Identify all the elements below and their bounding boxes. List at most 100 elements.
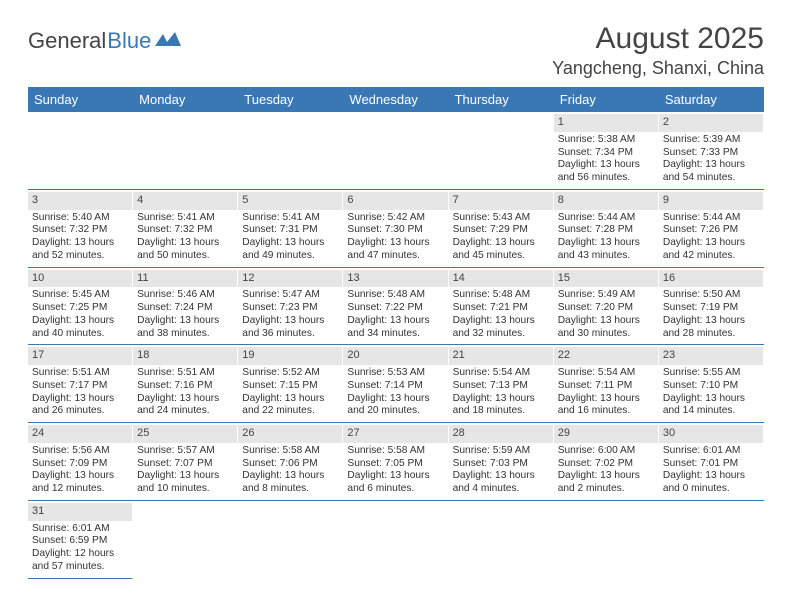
day-cell: 11Sunrise: 5:46 AMSunset: 7:24 PMDayligh… [133, 268, 238, 345]
day-body: Sunrise: 5:44 AMSunset: 7:28 PMDaylight:… [558, 212, 654, 263]
day-day1: Daylight: 13 hours [453, 315, 549, 328]
day-day1: Daylight: 13 hours [558, 237, 654, 250]
day-day2: and 32 minutes. [453, 328, 549, 341]
day-day2: and 30 minutes. [558, 328, 654, 341]
day-sunrise: Sunrise: 5:40 AM [32, 212, 128, 225]
day-day2: and 34 minutes. [347, 328, 443, 341]
day-body: Sunrise: 5:48 AMSunset: 7:22 PMDaylight:… [347, 289, 443, 340]
day-day1: Daylight: 13 hours [32, 393, 128, 406]
day-sunset: Sunset: 7:13 PM [453, 380, 549, 393]
day-sunset: Sunset: 7:26 PM [663, 224, 759, 237]
day-cell: 5Sunrise: 5:41 AMSunset: 7:31 PMDaylight… [238, 190, 343, 267]
day-cell: . [343, 501, 448, 579]
day-sunrise: Sunrise: 6:01 AM [32, 523, 128, 536]
day-cell: 6Sunrise: 5:42 AMSunset: 7:30 PMDaylight… [343, 190, 448, 267]
day-body: Sunrise: 5:59 AMSunset: 7:03 PMDaylight:… [453, 445, 549, 496]
day-number: 20 [343, 347, 447, 365]
day-day1: Daylight: 13 hours [347, 237, 443, 250]
day-day2: and 40 minutes. [32, 328, 128, 341]
day-sunset: Sunset: 7:22 PM [347, 302, 443, 315]
day-number: 4 [133, 192, 237, 210]
day-day1: Daylight: 13 hours [347, 470, 443, 483]
day-sunrise: Sunrise: 5:51 AM [137, 367, 233, 380]
day-body: Sunrise: 6:00 AMSunset: 7:02 PMDaylight:… [558, 445, 654, 496]
day-day2: and 54 minutes. [663, 172, 759, 185]
day-day1: Daylight: 13 hours [242, 393, 338, 406]
day-number: 30 [659, 425, 763, 443]
day-sunrise: Sunrise: 5:52 AM [242, 367, 338, 380]
day-cell: 15Sunrise: 5:49 AMSunset: 7:20 PMDayligh… [554, 268, 659, 345]
day-body: Sunrise: 5:45 AMSunset: 7:25 PMDaylight:… [32, 289, 128, 340]
day-sunrise: Sunrise: 5:47 AM [242, 289, 338, 302]
day-sunrise: Sunrise: 5:44 AM [558, 212, 654, 225]
day-sunset: Sunset: 7:02 PM [558, 458, 654, 471]
header: GeneralBlue August 2025 Yangcheng, Shanx… [28, 22, 764, 79]
day-number: 24 [28, 425, 132, 443]
day-body: Sunrise: 5:47 AMSunset: 7:23 PMDaylight:… [242, 289, 338, 340]
day-cell: 10Sunrise: 5:45 AMSunset: 7:25 PMDayligh… [28, 268, 133, 345]
day-cell: . [238, 112, 343, 189]
day-cell: 31Sunrise: 6:01 AMSunset: 6:59 PMDayligh… [28, 501, 133, 579]
day-cell: 20Sunrise: 5:53 AMSunset: 7:14 PMDayligh… [343, 345, 448, 422]
week-row: 31Sunrise: 6:01 AMSunset: 6:59 PMDayligh… [28, 501, 764, 579]
day-sunrise: Sunrise: 6:01 AM [663, 445, 759, 458]
logo: GeneralBlue [28, 28, 181, 54]
day-body: Sunrise: 5:57 AMSunset: 7:07 PMDaylight:… [137, 445, 233, 496]
day-sunrise: Sunrise: 5:59 AM [453, 445, 549, 458]
day-cell: 30Sunrise: 6:01 AMSunset: 7:01 PMDayligh… [659, 423, 764, 500]
day-sunrise: Sunrise: 5:46 AM [137, 289, 233, 302]
day-day1: Daylight: 13 hours [242, 315, 338, 328]
day-day2: and 26 minutes. [32, 405, 128, 418]
day-day1: Daylight: 13 hours [137, 315, 233, 328]
day-body: Sunrise: 5:46 AMSunset: 7:24 PMDaylight:… [137, 289, 233, 340]
day-day1: Daylight: 13 hours [453, 237, 549, 250]
day-body: Sunrise: 5:55 AMSunset: 7:10 PMDaylight:… [663, 367, 759, 418]
day-day1: Daylight: 12 hours [32, 548, 128, 561]
day-sunset: Sunset: 7:09 PM [32, 458, 128, 471]
day-day2: and 49 minutes. [242, 250, 338, 263]
day-number: 19 [238, 347, 342, 365]
day-day2: and 18 minutes. [453, 405, 549, 418]
day-sunset: Sunset: 7:17 PM [32, 380, 128, 393]
day-sunset: Sunset: 7:05 PM [347, 458, 443, 471]
day-sunset: Sunset: 7:32 PM [32, 224, 128, 237]
day-number: 2 [659, 114, 763, 132]
day-number: 5 [238, 192, 342, 210]
week-row: 24 Sunrise: 5:56 AMSunset: 7:09 PMDayligh… [28, 423, 764, 501]
week-row: 10Sunrise: 5:45 AMSunset: 7:25 PMDayligh… [28, 268, 764, 346]
day-day1: Daylight: 13 hours [137, 237, 233, 250]
day-sunrise: Sunrise: 5:58 AM [347, 445, 443, 458]
day-day2: and 12 minutes. [32, 483, 128, 496]
day-day2: and 38 minutes. [137, 328, 233, 341]
day-header-cell: Sunday [28, 87, 133, 112]
day-body: Sunrise: 5:52 AMSunset: 7:15 PMDaylight:… [242, 367, 338, 418]
day-day2: and 28 minutes. [663, 328, 759, 341]
day-cell: 14Sunrise: 5:48 AMSunset: 7:21 PMDayligh… [449, 268, 554, 345]
day-number: 28 [449, 425, 553, 443]
day-number: 10 [28, 270, 132, 288]
day-sunset: Sunset: 7:33 PM [663, 147, 759, 160]
day-body: Sunrise: 6:01 AMSunset: 6:59 PMDaylight:… [32, 523, 128, 574]
week-row: 17Sunrise: 5:51 AMSunset: 7:17 PMDayligh… [28, 345, 764, 423]
day-sunset: Sunset: 7:10 PM [663, 380, 759, 393]
day-sunset: Sunset: 7:03 PM [453, 458, 549, 471]
day-body: Sunrise: 5:56 AMSunset: 7:09 PMDaylight:… [32, 445, 128, 496]
day-number: 12 [238, 270, 342, 288]
logo-text-1: General [28, 28, 106, 54]
day-sunrise: Sunrise: 5:43 AM [453, 212, 549, 225]
day-sunrise: Sunrise: 5:49 AM [558, 289, 654, 302]
day-day1: Daylight: 13 hours [663, 237, 759, 250]
day-cell: 25Sunrise: 5:57 AMSunset: 7:07 PMDayligh… [133, 423, 238, 500]
day-sunset: Sunset: 7:11 PM [558, 380, 654, 393]
day-day2: and 0 minutes. [663, 483, 759, 496]
day-sunrise: Sunrise: 5:54 AM [453, 367, 549, 380]
day-day1: Daylight: 13 hours [663, 470, 759, 483]
day-day2: and 42 minutes. [663, 250, 759, 263]
day-sunset: Sunset: 7:16 PM [137, 380, 233, 393]
day-body: Sunrise: 5:51 AMSunset: 7:16 PMDaylight:… [137, 367, 233, 418]
day-cell: 27Sunrise: 5:58 AMSunset: 7:05 PMDayligh… [343, 423, 448, 500]
day-sunset: Sunset: 7:20 PM [558, 302, 654, 315]
day-cell: . [449, 501, 554, 579]
day-body: Sunrise: 5:58 AMSunset: 7:06 PMDaylight:… [242, 445, 338, 496]
day-cell: . [554, 501, 659, 579]
